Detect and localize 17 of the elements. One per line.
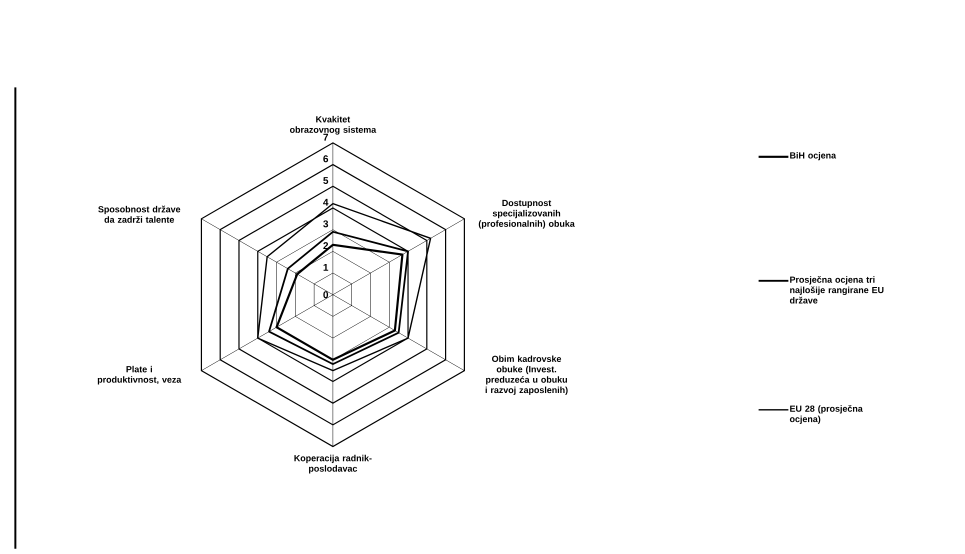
legend-label: EU 28 (prosječna ocjena) bbox=[790, 405, 863, 424]
y-tick-label: 1 bbox=[324, 264, 328, 271]
y-tick-label: 2 bbox=[323, 242, 328, 250]
y-tick-label: 4 bbox=[323, 199, 328, 206]
y-tick-label: 6 bbox=[323, 155, 328, 162]
y-tick-label: 7 bbox=[323, 134, 328, 141]
spoke-label: Sposobnost države da zadrži talente bbox=[98, 206, 180, 223]
spoke-label: Koperacija radnik-poslodavac bbox=[294, 454, 372, 474]
y-tick-label: 5 bbox=[323, 177, 328, 184]
legend-label: BiH ocjena bbox=[790, 152, 836, 160]
spoke-label: Kvakitet obrazovnog sistema bbox=[290, 116, 376, 135]
spoke-label: Plate i produktivnost, veza bbox=[98, 366, 182, 385]
y-tick-label: 0 bbox=[323, 291, 328, 298]
spoke-label: Obim kadrovske obuke (Invest. preduzeća u obuku i razvoj zaposlenih) bbox=[486, 356, 568, 396]
legend-label: Prosječna ocjena tri najlošije rangirane EU države bbox=[790, 276, 884, 304]
y-tick-label: 3 bbox=[323, 220, 328, 228]
spoke-label: Dostupnost specijalizovanih (profesionalnih) obuka bbox=[478, 200, 575, 229]
